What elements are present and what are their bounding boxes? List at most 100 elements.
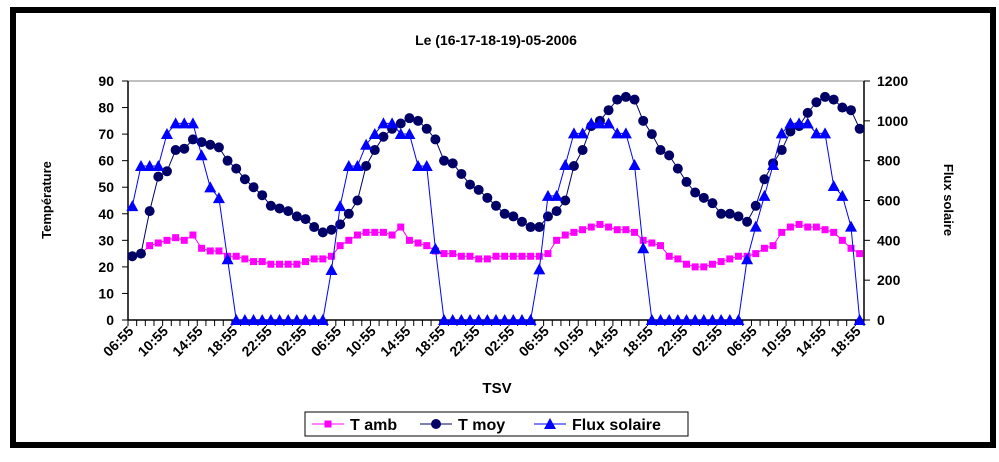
data-point	[230, 314, 243, 325]
data-point	[481, 314, 494, 325]
data-point	[856, 250, 864, 258]
data-point	[784, 117, 797, 129]
data-point	[195, 149, 208, 161]
data-point	[248, 182, 259, 193]
data-point	[264, 314, 277, 325]
data-point	[343, 208, 354, 219]
data-point	[163, 236, 171, 244]
data-point	[577, 145, 588, 156]
legend-marker	[324, 420, 332, 428]
data-point	[619, 127, 632, 139]
data-point	[144, 206, 155, 217]
data-point	[749, 220, 762, 232]
data-point	[847, 244, 855, 252]
data-point	[689, 314, 702, 325]
data-point	[846, 105, 857, 116]
data-point	[671, 314, 684, 325]
data-point	[498, 314, 511, 325]
data-point	[472, 314, 485, 325]
data-point	[726, 255, 734, 263]
data-point	[524, 314, 537, 325]
data-point	[785, 126, 796, 137]
data-point	[804, 223, 812, 231]
data-point	[413, 115, 424, 126]
data-point	[700, 263, 708, 271]
data-point	[838, 236, 846, 244]
data-point	[553, 236, 561, 244]
data-point	[257, 190, 268, 201]
data-point	[637, 242, 650, 254]
legend-label: T moy	[458, 417, 505, 434]
data-point	[353, 231, 361, 239]
data-point	[801, 117, 814, 129]
data-point	[222, 155, 233, 166]
data-point	[334, 200, 347, 212]
data-point	[232, 252, 240, 260]
y2-tick-label: 400	[877, 232, 901, 248]
data-point	[812, 223, 820, 231]
data-point	[613, 226, 621, 234]
data-point	[691, 263, 699, 271]
data-point	[752, 250, 760, 258]
data-point	[204, 181, 217, 193]
data-point	[561, 231, 569, 239]
data-point	[734, 252, 742, 260]
data-point	[759, 174, 770, 185]
y-tick-label: 20	[98, 259, 114, 275]
data-point	[551, 206, 562, 217]
data-point	[317, 227, 328, 238]
data-point	[515, 314, 528, 325]
data-point	[212, 192, 225, 204]
data-point	[457, 252, 465, 260]
data-point	[403, 127, 416, 139]
data-point	[820, 91, 831, 102]
y2-tick-label: 200	[877, 272, 901, 288]
data-point	[206, 247, 214, 255]
data-point	[550, 189, 563, 201]
data-point	[663, 314, 676, 325]
data-point	[853, 314, 866, 325]
data-point	[386, 117, 399, 129]
data-point	[446, 314, 459, 325]
data-point	[707, 198, 718, 209]
data-point	[587, 223, 595, 231]
data-point	[126, 200, 139, 212]
legend-item: Flux solaire	[534, 417, 661, 434]
data-point	[250, 258, 258, 266]
data-point	[516, 216, 527, 227]
y-tick-label: 10	[98, 285, 114, 301]
data-point	[291, 211, 302, 222]
data-point	[127, 251, 138, 262]
data-point	[447, 158, 458, 169]
data-point	[273, 314, 286, 325]
data-point	[579, 226, 587, 234]
data-point	[466, 252, 474, 260]
data-point	[404, 113, 415, 124]
data-point	[645, 314, 658, 325]
data-point	[518, 252, 526, 260]
data-point	[769, 242, 777, 250]
data-point	[680, 314, 693, 325]
series-flux-solaire	[126, 117, 866, 325]
data-point	[760, 244, 768, 252]
data-point	[767, 159, 780, 171]
data-point	[534, 222, 545, 233]
data-point	[665, 252, 673, 260]
data-point	[360, 138, 373, 150]
data-point	[180, 236, 188, 244]
data-point	[256, 314, 269, 325]
x-axis-label: TSV	[482, 380, 511, 397]
data-point	[238, 314, 251, 325]
data-point	[786, 223, 794, 231]
data-point	[499, 208, 510, 219]
data-point	[674, 255, 682, 263]
data-point	[464, 314, 477, 325]
data-point	[501, 252, 509, 260]
data-point	[423, 242, 431, 250]
data-point	[611, 127, 624, 139]
data-point	[507, 314, 520, 325]
data-point	[456, 168, 467, 179]
data-point	[845, 220, 858, 232]
data-point	[492, 252, 500, 260]
data-point	[187, 134, 198, 145]
